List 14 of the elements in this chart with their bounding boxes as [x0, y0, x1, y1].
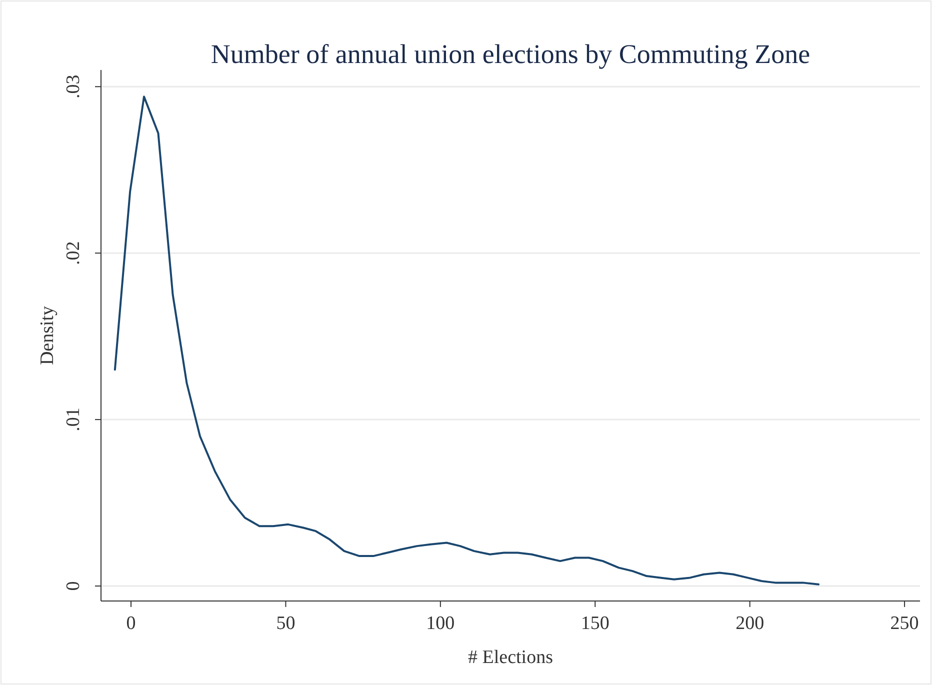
y-tick-label: .01	[63, 408, 84, 432]
line-series	[114, 96, 820, 586]
x-tick-label: 50	[276, 613, 296, 634]
y-axis-title: Density	[37, 305, 58, 366]
y-tick-label: 0	[63, 581, 84, 591]
x-tick-label: 100	[426, 613, 455, 634]
x-tick-label: 150	[580, 613, 610, 634]
x-tick-label: 250	[890, 613, 919, 634]
x-tick-label: 200	[736, 613, 764, 634]
x-axis-title: # Elections	[468, 647, 553, 668]
x-tick-label: 0	[126, 613, 136, 634]
y-tick-label: .03	[63, 74, 84, 99]
y-tick-label: .02	[63, 241, 84, 265]
chart-title: Number of annual union elections by Commuting Zone	[210, 39, 810, 69]
